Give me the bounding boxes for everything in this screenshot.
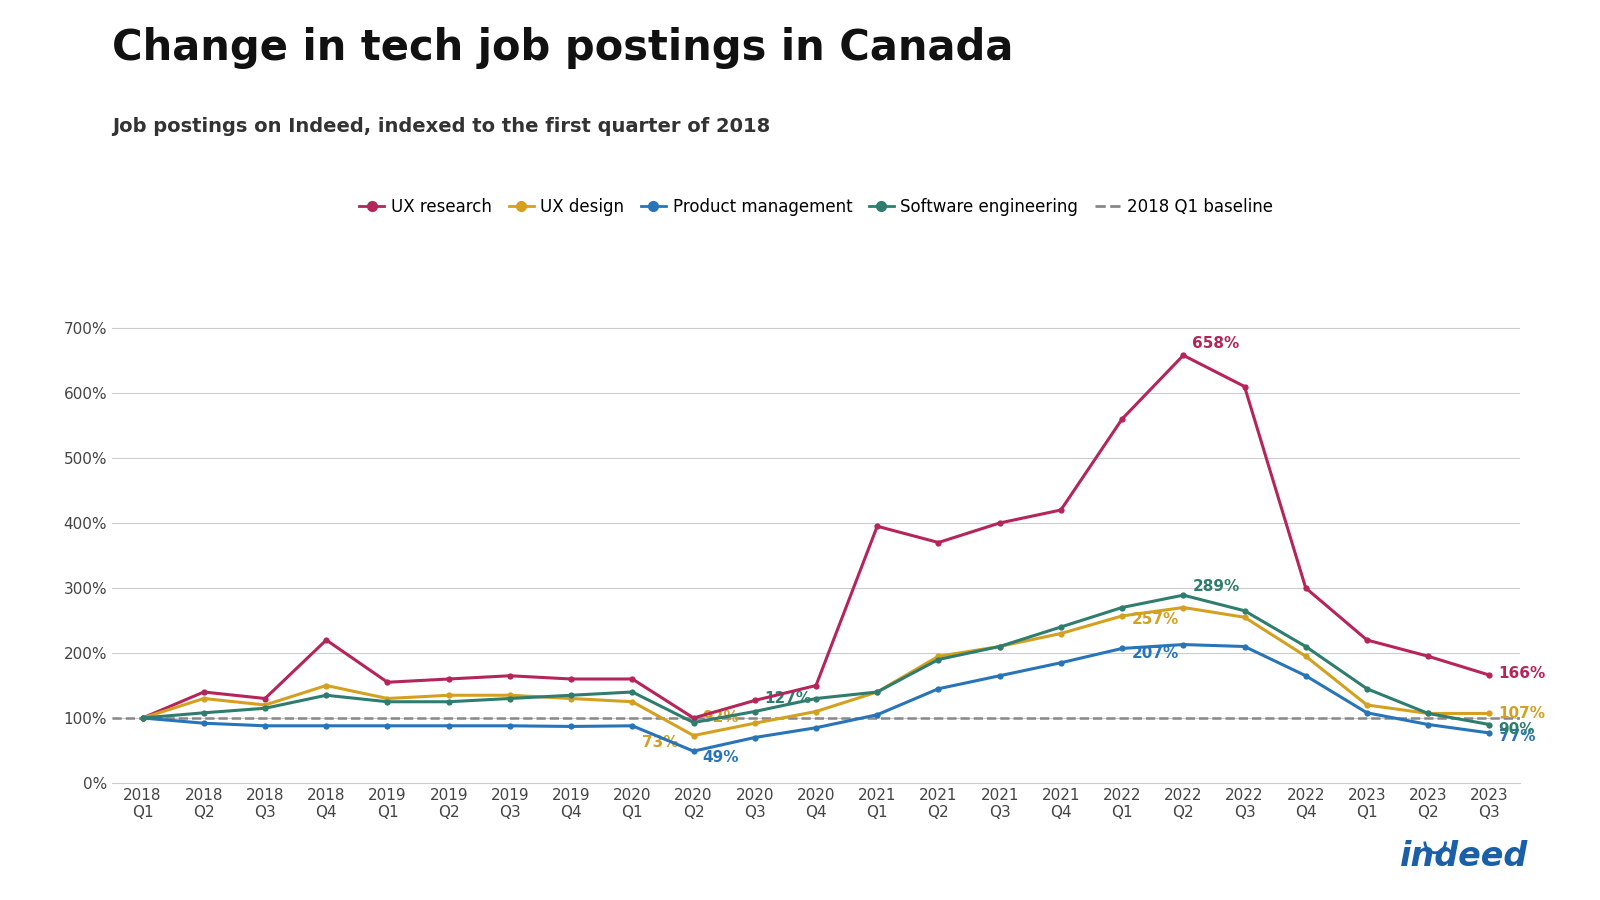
Text: Job postings on Indeed, indexed to the first quarter of 2018: Job postings on Indeed, indexed to the f… — [112, 117, 770, 136]
Text: 127%: 127% — [763, 691, 811, 706]
Text: 207%: 207% — [1131, 645, 1179, 661]
Text: 73%: 73% — [642, 735, 678, 751]
Text: 289%: 289% — [1192, 579, 1240, 594]
Text: 49%: 49% — [702, 750, 739, 764]
Text: 90%: 90% — [1499, 722, 1534, 737]
Text: Change in tech job postings in Canada: Change in tech job postings in Canada — [112, 27, 1013, 69]
Text: 77%: 77% — [1499, 729, 1534, 743]
Text: 166%: 166% — [1499, 666, 1546, 681]
Text: 658%: 658% — [1192, 336, 1240, 351]
Text: 92%: 92% — [702, 710, 739, 725]
Text: indeed: indeed — [1400, 840, 1528, 873]
Text: 257%: 257% — [1131, 612, 1179, 626]
Text: 107%: 107% — [1499, 706, 1546, 721]
Legend: UX research, UX design, Product management, Software engineering, 2018 Q1 baseli: UX research, UX design, Product manageme… — [352, 191, 1280, 222]
